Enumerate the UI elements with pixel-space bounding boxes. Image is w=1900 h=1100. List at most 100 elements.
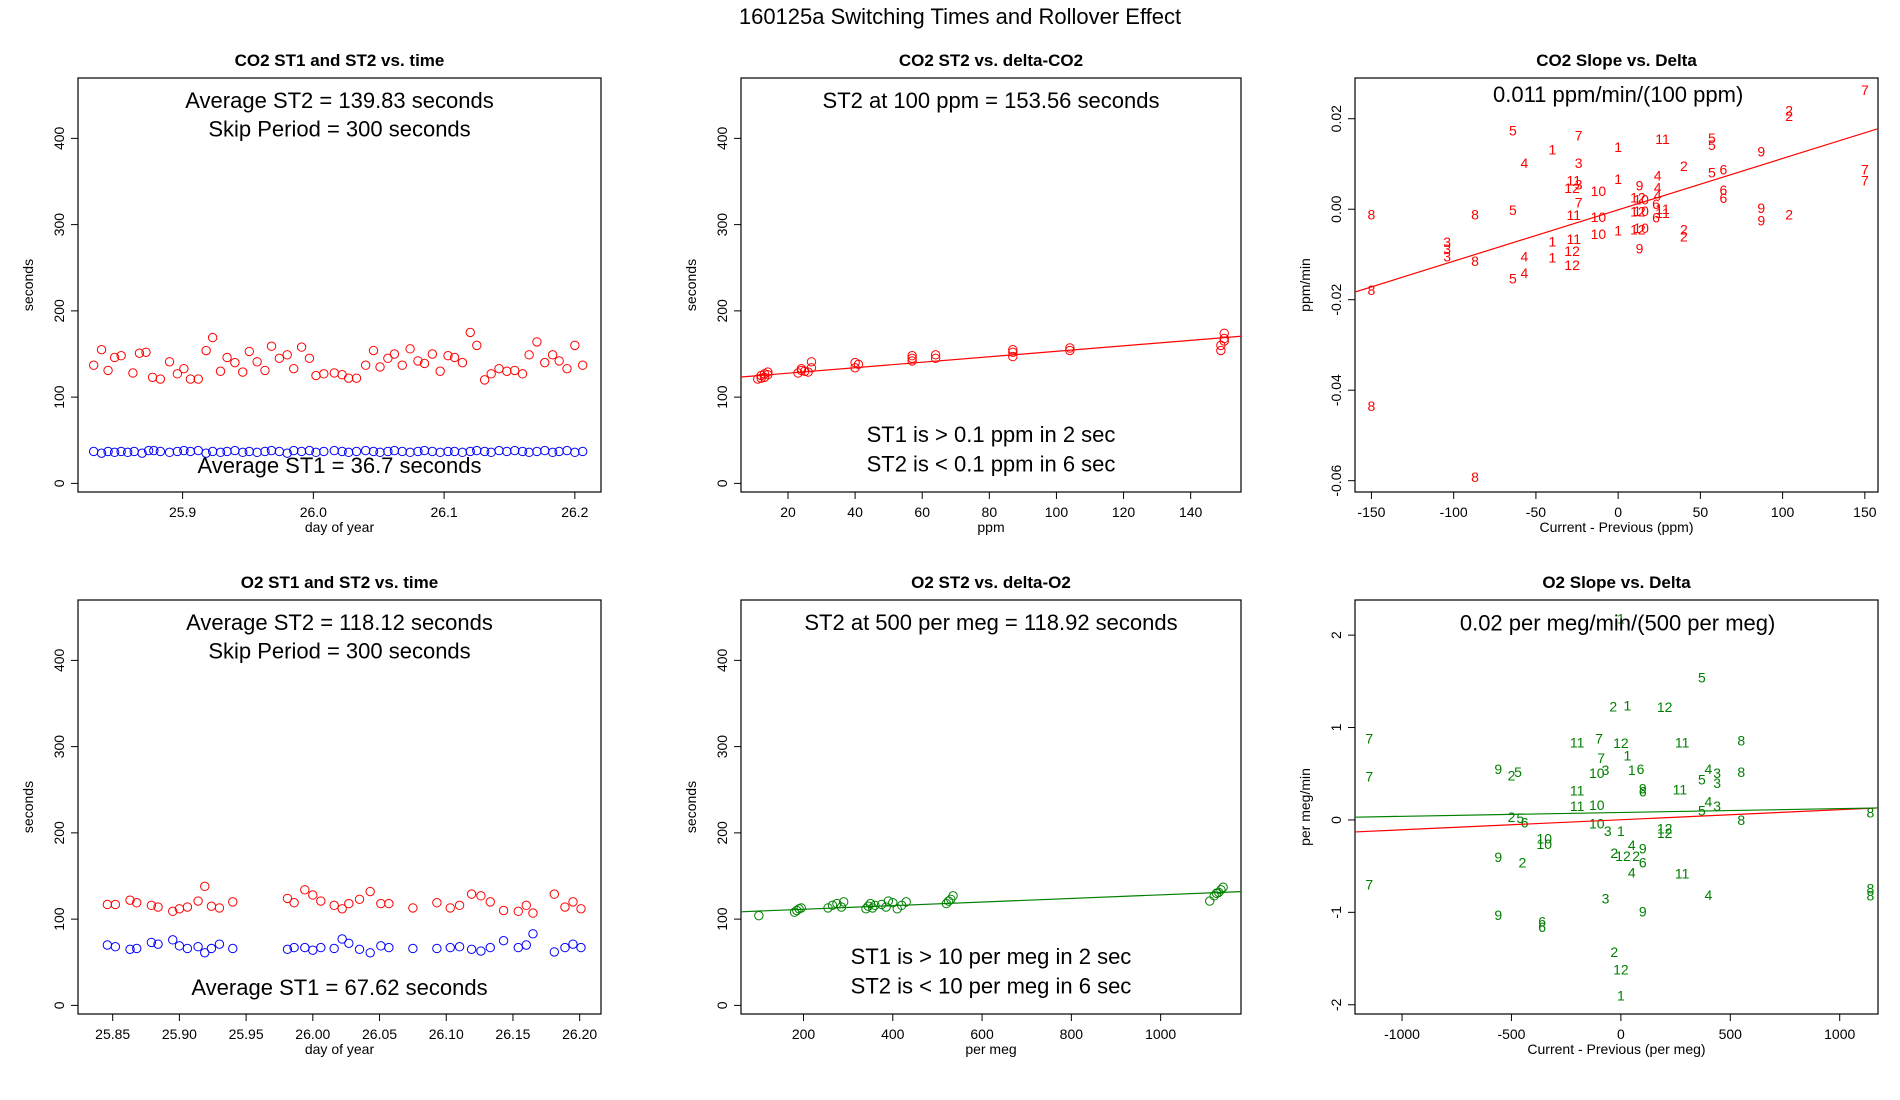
data-point-st1 — [517, 446, 528, 457]
data-label-point: 5 — [1698, 771, 1706, 787]
data-label-point: 6 — [1652, 209, 1660, 225]
data-label-point: 6 — [1639, 854, 1647, 870]
chart-title: CO2 Slope vs. Delta — [1536, 51, 1697, 70]
x-tick-label: 25.85 — [95, 1026, 130, 1042]
x-tick-label: 600 — [970, 1026, 994, 1042]
data-point-st2 — [796, 903, 806, 913]
regression-line — [1355, 807, 1878, 818]
data-label-point: 5 — [1708, 165, 1716, 181]
data-label-point: 4 — [1654, 179, 1662, 195]
data-point-st1 — [201, 448, 211, 458]
data-label-point: 6 — [1521, 815, 1529, 831]
data-label-point: 1 — [1617, 988, 1625, 1004]
data-label-point: 11 — [1566, 231, 1581, 247]
data-point-st1 — [443, 446, 453, 457]
data-point-st2 — [110, 899, 121, 910]
data-point-st2 — [128, 368, 138, 378]
data-label-point: 12 — [1564, 180, 1580, 196]
data-point-st1 — [549, 947, 560, 957]
x-tick-label: 40 — [847, 504, 863, 520]
data-point-st2 — [252, 357, 262, 367]
data-point-st2 — [153, 902, 163, 912]
data-label-point: 4 — [1628, 837, 1636, 853]
x-tick-label: 0 — [1617, 1026, 1625, 1042]
y-tick-label: 100 — [714, 907, 730, 931]
data-point-st2 — [528, 908, 538, 918]
data-point-st1 — [368, 446, 379, 457]
data-point-st2 — [329, 900, 339, 911]
x-tick-label: 0 — [1614, 504, 1622, 520]
data-label-point: 6 — [1720, 190, 1728, 206]
data-label-point: 10 — [1589, 797, 1605, 813]
x-tick-label: 100 — [1771, 504, 1795, 520]
chart-title: O2 ST1 and ST2 vs. time — [241, 573, 438, 592]
data-label-point: 3 — [1713, 765, 1721, 781]
y-tick-label: 200 — [714, 821, 730, 845]
data-label-point: 11 — [1675, 866, 1690, 882]
data-point-st2 — [168, 906, 178, 917]
data-point-st1 — [413, 446, 423, 457]
data-point-st1 — [319, 446, 329, 457]
data-label-point: 4 — [1705, 761, 1713, 777]
data-point-st1 — [110, 942, 121, 952]
data-label-point: 7 — [1365, 731, 1373, 747]
data-point-st1 — [238, 447, 248, 458]
data-label-point: 8 — [1368, 398, 1376, 414]
data-label-point: 5 — [1516, 810, 1524, 826]
data-label-point: 1 — [1624, 747, 1632, 763]
y-tick-label: 0 — [714, 479, 730, 487]
data-point-st1 — [476, 946, 486, 956]
data-label-point: 10 — [1536, 836, 1552, 852]
data-label-point: 10 — [1591, 209, 1607, 225]
data-point-st2 — [485, 897, 495, 907]
data-point-st1 — [289, 942, 299, 953]
data-point-st2 — [445, 903, 455, 913]
data-label-point: 1 — [1617, 610, 1625, 626]
plot-frame — [740, 599, 1242, 1015]
data-label-point: 6 — [1639, 783, 1647, 799]
data-label-point: 12 — [1657, 699, 1673, 715]
y-tick-label: 2 — [1328, 631, 1344, 639]
y-axis-label: seconds — [683, 259, 699, 311]
data-label-point: 10 — [1589, 816, 1605, 832]
data-point-st1 — [568, 939, 578, 949]
data-point-st2 — [479, 375, 490, 385]
x-axis-label: ppm — [977, 519, 1004, 535]
data-label-point: 11 — [1655, 131, 1670, 147]
data-label-point: 2 — [1785, 108, 1793, 124]
y-axis-label: ppm/min — [1297, 258, 1313, 312]
chart-panel-o2-slope-delta: O2 Slope vs. Delta -1000 -500 0 500 1000 -2 -1 0… — [1297, 573, 1879, 1057]
y-tick-label: 300 — [51, 735, 67, 759]
data-label-point: 12 — [1564, 243, 1580, 259]
y-tick-label: 0 — [714, 1001, 730, 1009]
data-point-st1 — [547, 447, 558, 458]
chart-panel-o2-st2-delta: O2 ST2 vs. delta-O2 200 400 600 800 1000 0 100 2… — [683, 573, 1242, 1057]
y-tick-label: -0.06 — [1328, 465, 1344, 497]
data-point-st2 — [244, 346, 254, 357]
data-point-st1 — [125, 944, 135, 955]
data-label-point: 6 — [1720, 182, 1728, 198]
x-tick-label: 60 — [914, 504, 930, 520]
data-label-point: 5 — [1509, 122, 1517, 138]
data-label-point: 7 — [1597, 750, 1605, 766]
data-label-point: 1 — [1628, 762, 1636, 778]
x-tick-label: 1000 — [1824, 1026, 1855, 1042]
data-point-st1 — [498, 935, 509, 946]
data-point-st2 — [930, 350, 941, 360]
data-label-point: 10 — [1591, 183, 1607, 199]
regression-line — [1355, 128, 1878, 293]
data-point-st2 — [486, 369, 496, 379]
data-point-st2 — [883, 896, 894, 906]
data-point-st1 — [200, 948, 210, 958]
x-tick-label: 25.90 — [162, 1026, 197, 1042]
chart-annotation: Skip Period = 300 seconds — [208, 639, 470, 664]
data-label-point: 9 — [1636, 178, 1644, 194]
data-label-point: 12 — [1657, 820, 1673, 836]
data-label-point: 11 — [1673, 781, 1688, 797]
data-point-st2 — [577, 360, 588, 370]
data-point-st2 — [853, 359, 864, 370]
x-axis-label: day of year — [305, 1041, 375, 1057]
data-point-st2 — [228, 897, 238, 907]
data-point-st2 — [109, 352, 120, 363]
